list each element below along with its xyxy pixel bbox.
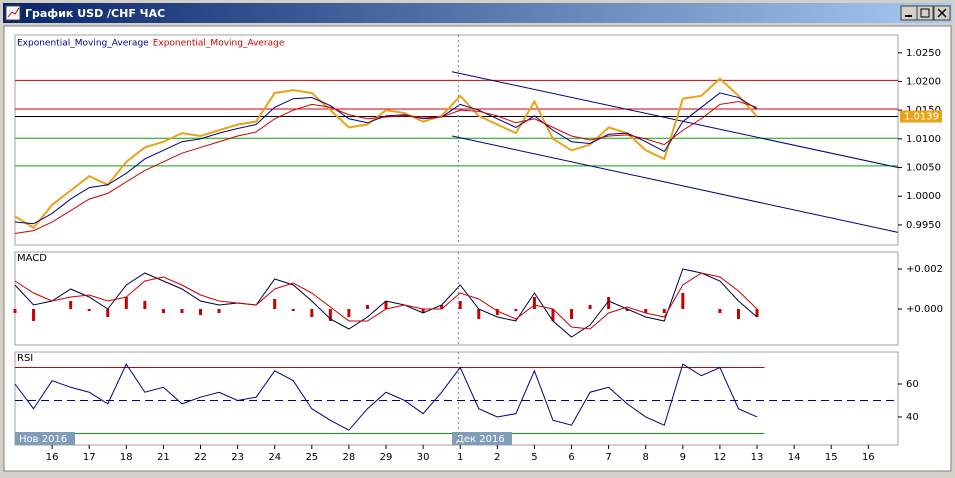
x-tick-label: 21 [157,452,170,463]
histogram-bar [755,309,759,317]
x-tick-label: 17 [83,452,96,463]
series-line [14,101,758,235]
y-tick-label: 1.0000 [906,191,941,202]
histogram-bar [718,309,722,313]
x-tick-label: 18 [120,452,133,463]
histogram-bar [514,309,518,311]
histogram-bar [681,293,685,309]
indicator-title: MACD [17,253,47,264]
trend-line [451,71,899,169]
histogram-bar [310,309,314,317]
histogram-bar [662,309,666,313]
legend-entry: Exponential_Moving_Average [17,39,149,49]
histogram-bar [495,309,499,315]
histogram-bar [570,309,574,319]
histogram-bar [365,305,369,309]
month-label-box [15,432,75,445]
last-price-box [900,110,942,123]
y-tick-label: +0.002 [906,264,943,275]
histogram-bar [273,299,277,309]
month-label: Дек 2016 [456,434,505,445]
main-panel [14,34,899,246]
y-tick-label: 1.0100 [906,134,941,145]
trend-line [451,135,899,233]
histogram-bar [106,309,110,317]
maximize-button[interactable] [916,5,934,21]
x-tick-label: 29 [380,452,393,463]
x-tick-label: 16 [46,452,59,463]
histogram-bar [644,309,648,313]
histogram-bar [736,309,740,319]
minimize-button[interactable] [900,5,918,21]
x-tick-label: 24 [268,452,281,463]
x-tick-label: 13 [751,452,764,463]
series-line [14,77,758,230]
window-icon-graph [7,7,20,18]
histogram-bar [440,305,444,309]
histogram-bar [143,301,147,309]
histogram-bar [199,309,203,315]
histogram-bar [477,309,481,319]
histogram-bar [124,297,128,309]
series-line [14,272,758,330]
histogram-bar [13,309,17,313]
histogram-bar [69,301,73,309]
x-tick-label: 25 [305,452,318,463]
x-tick-label: 15 [825,452,838,463]
histogram-bar [87,309,91,311]
histogram-bar [458,301,462,309]
y-tick-label: 60 [906,379,919,390]
y-tick-label: 1.0050 [906,163,941,174]
series-line [14,363,758,431]
x-tick-label: 22 [194,452,207,463]
y-tick-label: 1.0200 [906,76,941,87]
x-tick-label: 1 [457,452,463,463]
histogram-bar [551,309,555,321]
macd-panel [14,251,899,346]
chart-area [3,25,952,472]
close-icon [937,8,947,18]
histogram-bar [532,297,536,309]
x-tick-label: 6 [568,452,574,463]
last-price-label: 1.0139 [904,111,939,122]
histogram-bar [291,309,295,311]
histogram-bar [384,301,388,309]
histogram-bar [588,305,592,309]
window-buttons [900,5,951,21]
y-tick-label: 0.9950 [906,220,941,231]
x-tick-label: 2 [494,452,500,463]
month-label-box [452,432,513,445]
x-tick-label: 28 [343,452,356,463]
histogram-bar [347,309,351,317]
x-tick-label: 5 [531,452,537,463]
histogram-bar [180,309,184,313]
x-tick-label: 30 [417,452,430,463]
histogram-bar [328,309,332,321]
y-tick-label: 40 [906,412,919,423]
x-tick-label: 9 [680,452,686,463]
x-tick-label: 12 [714,452,727,463]
window-title: График USD /CHF ЧАС [25,7,165,20]
x-tick-label: 8 [643,452,649,463]
histogram-bar [161,309,165,313]
x-tick-label: 23 [231,452,244,463]
histogram-bar [32,309,36,321]
x-tick-label: 16 [862,452,875,463]
histogram-bar [421,309,425,313]
x-tick-label: 7 [605,452,611,463]
x-tick-label: 14 [788,452,801,463]
histogram-bar [607,297,611,309]
legend-entry: Exponential_Moving_Average [153,39,285,49]
indicator-title: RSI [17,353,33,364]
histogram-bar [217,309,221,313]
maximize-icon [920,8,930,18]
series-line [14,268,758,338]
title-bar [3,3,952,23]
y-tick-label: 1.0250 [906,48,941,59]
histogram-bar [625,309,629,311]
y-tick-label: +0.000 [906,304,943,315]
month-label: Нов 2016 [19,434,67,445]
